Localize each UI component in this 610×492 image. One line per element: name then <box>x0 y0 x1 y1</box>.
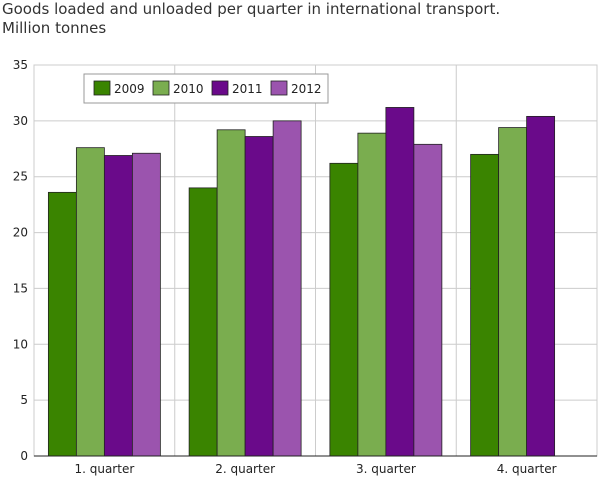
x-tick-label: 3. quarter <box>356 462 416 476</box>
bar <box>47 191 77 457</box>
bar <box>357 132 387 457</box>
bar <box>498 127 528 457</box>
chart-title: Goods loaded and unloaded per quarter in… <box>2 0 500 18</box>
legend-swatch <box>270 80 288 96</box>
y-tick-label: 35 <box>13 58 28 72</box>
bar <box>188 187 218 457</box>
x-tick-label: 1. quarter <box>74 462 134 476</box>
y-tick-label: 25 <box>13 170 28 184</box>
bar <box>329 162 359 457</box>
y-tick-label: 10 <box>13 337 28 351</box>
bar <box>413 143 443 457</box>
bar <box>470 153 500 457</box>
chart-subtitle: Million tonnes <box>2 19 106 37</box>
bar <box>131 152 161 457</box>
bar <box>103 155 133 457</box>
y-tick-label: 0 <box>20 449 28 463</box>
y-tick-label: 5 <box>20 393 28 407</box>
bar <box>244 136 274 457</box>
y-tick-label: 15 <box>13 281 28 295</box>
bar <box>272 120 302 457</box>
legend-label: 2011 <box>232 82 263 96</box>
legend-swatch <box>211 80 229 96</box>
legend-label: 2009 <box>114 82 145 96</box>
legend-swatch <box>93 80 111 96</box>
bar <box>75 147 105 457</box>
y-tick-label: 30 <box>13 114 28 128</box>
bar <box>526 115 556 457</box>
legend-label: 2012 <box>291 82 322 96</box>
bar <box>385 107 415 457</box>
legend-swatch <box>152 80 170 96</box>
legend-label: 2010 <box>173 82 204 96</box>
y-tick-label: 20 <box>13 226 28 240</box>
bar <box>216 129 246 457</box>
x-tick-label: 2. quarter <box>215 462 275 476</box>
x-tick-label: 4. quarter <box>497 462 557 476</box>
